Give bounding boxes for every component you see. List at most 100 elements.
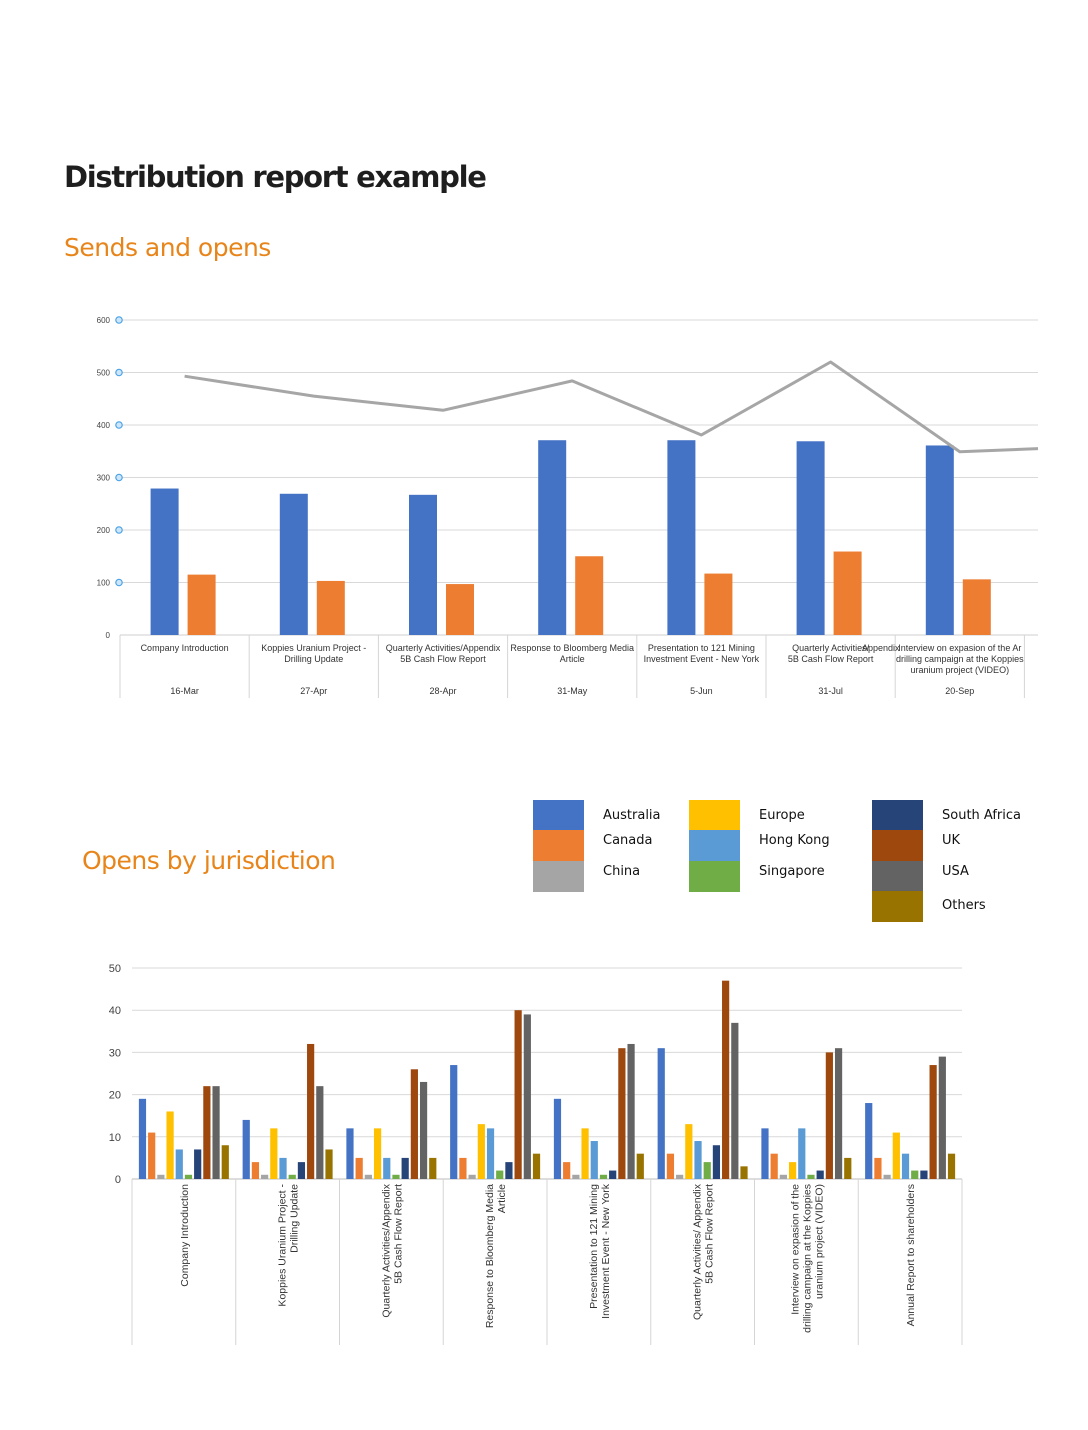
- bar-australia: [865, 1103, 873, 1179]
- legend-swatch: [872, 830, 923, 861]
- bar-singapore: [911, 1170, 919, 1179]
- bar-uk: [618, 1048, 626, 1179]
- bar-hong-kong: [901, 1153, 910, 1179]
- bar-opens: [704, 573, 733, 635]
- legend-label: Canada: [603, 833, 653, 848]
- bar-canada: [563, 1162, 571, 1179]
- bar-china: [261, 1174, 269, 1179]
- legend-label: USA: [942, 864, 969, 879]
- bar-canada: [251, 1162, 260, 1179]
- bar-canada: [770, 1153, 778, 1179]
- bar-canada: [355, 1157, 363, 1179]
- bar-sends: [925, 445, 954, 635]
- category-label: Koppies Uranium Project -Drilling Update: [261, 643, 366, 664]
- date-label: 20-Sep: [945, 686, 974, 696]
- bar-uk: [410, 1069, 418, 1179]
- legend-label: China: [603, 864, 641, 879]
- section-title-opens-by-jurisdiction: Opens by jurisdiction: [82, 846, 336, 875]
- bar-others: [221, 1145, 229, 1179]
- bar-china: [779, 1174, 787, 1179]
- legend-swatch: [872, 861, 923, 892]
- bar-south-africa: [401, 1157, 409, 1179]
- legend-swatch: [689, 830, 740, 861]
- bar-hong-kong: [486, 1128, 495, 1179]
- legend-swatch: [872, 891, 923, 922]
- bar-opens: [575, 556, 604, 635]
- bar-usa: [834, 1048, 843, 1179]
- bar-singapore: [807, 1174, 815, 1179]
- page-title: Distribution report example: [64, 160, 487, 194]
- y-tick-label: 0: [106, 631, 111, 640]
- bar-europe: [166, 1111, 174, 1179]
- bar-uk: [825, 1052, 833, 1179]
- y-tick-label: 300: [97, 474, 111, 483]
- legend-label: UK: [942, 833, 961, 848]
- bar-canada: [666, 1153, 675, 1179]
- bar-hong-kong: [175, 1149, 183, 1179]
- bar-sends: [279, 493, 308, 635]
- category-label: Company Introduction: [179, 1184, 191, 1287]
- category-label-fragment: Appendix: [862, 643, 900, 653]
- bar-opens: [446, 584, 474, 635]
- bar-china: [883, 1174, 891, 1179]
- date-label: 27-Apr: [300, 686, 327, 696]
- bar-usa: [419, 1081, 428, 1179]
- y-tick-label: 20: [109, 1090, 121, 1102]
- y-tick-label: 0: [115, 1174, 121, 1186]
- bar-hong-kong: [383, 1157, 391, 1179]
- y-tick-dot: [115, 368, 123, 377]
- bar-australia: [553, 1098, 562, 1179]
- bar-australia: [657, 1048, 665, 1179]
- bar-south-africa: [194, 1149, 202, 1179]
- legend-label: Others: [942, 898, 986, 913]
- bar-australia: [242, 1119, 250, 1179]
- bar-south-africa: [920, 1170, 928, 1179]
- bar-sends: [150, 488, 179, 635]
- bar-europe: [270, 1128, 278, 1179]
- y-tick-label: 10: [109, 1132, 121, 1144]
- bar-australia: [450, 1065, 458, 1179]
- y-tick-label: 200: [97, 526, 111, 535]
- bar-south-africa: [816, 1170, 824, 1179]
- y-tick-label: 50: [109, 963, 121, 975]
- bar-usa: [627, 1043, 635, 1179]
- bar-europe: [788, 1162, 797, 1179]
- bar-others: [844, 1157, 852, 1179]
- jurisdiction-legend: Australia Canada China Europe Hong Kong Singa…: [533, 800, 1053, 925]
- bar-south-africa: [297, 1162, 306, 1179]
- category-label: Interview on expasion of thedrilling cam…: [789, 1184, 825, 1333]
- bar-usa: [938, 1056, 946, 1179]
- bar-south-africa: [505, 1162, 513, 1179]
- bar-usa: [523, 1014, 531, 1179]
- bar-hong-kong: [590, 1141, 598, 1179]
- bar-uk: [514, 1010, 522, 1179]
- category-label: Quarterly Activities/5B Cash Flow Report: [788, 643, 874, 664]
- date-label: 5-Jun: [690, 686, 713, 696]
- opens-by-jurisdiction-chart: 0 10 20 30 40 50 Company Introduction Koppies U…: [109, 963, 963, 1345]
- y-tick-label: 500: [97, 369, 111, 378]
- bar-europe: [477, 1124, 485, 1179]
- bar-uk: [307, 1043, 315, 1179]
- bar-australia: [138, 1098, 147, 1179]
- bar-china: [364, 1174, 372, 1179]
- y-tick-label: 30: [109, 1047, 121, 1059]
- legend-swatch: [689, 800, 740, 831]
- bar-opens: [187, 574, 216, 635]
- legend-label: Australia: [603, 808, 661, 823]
- legend-label: South Africa: [942, 808, 1021, 823]
- date-label: 31-Jul: [818, 686, 843, 696]
- bar-others: [429, 1157, 437, 1179]
- date-label: 16-Mar: [170, 686, 199, 696]
- bar-uk: [203, 1086, 211, 1179]
- bar-singapore: [599, 1174, 608, 1179]
- y-tick-label: 400: [97, 421, 111, 430]
- y-tick-label: 40: [109, 1005, 121, 1017]
- bar-canada: [874, 1157, 882, 1179]
- legend-label: Singapore: [759, 864, 825, 879]
- bar-europe: [685, 1124, 693, 1179]
- category-label: Quarterly Activities/Appendix5B Cash Flo…: [380, 1183, 404, 1317]
- bar-hong-kong: [694, 1141, 702, 1179]
- category-label: Koppies Uranium Project -Drilling Update: [277, 1184, 301, 1307]
